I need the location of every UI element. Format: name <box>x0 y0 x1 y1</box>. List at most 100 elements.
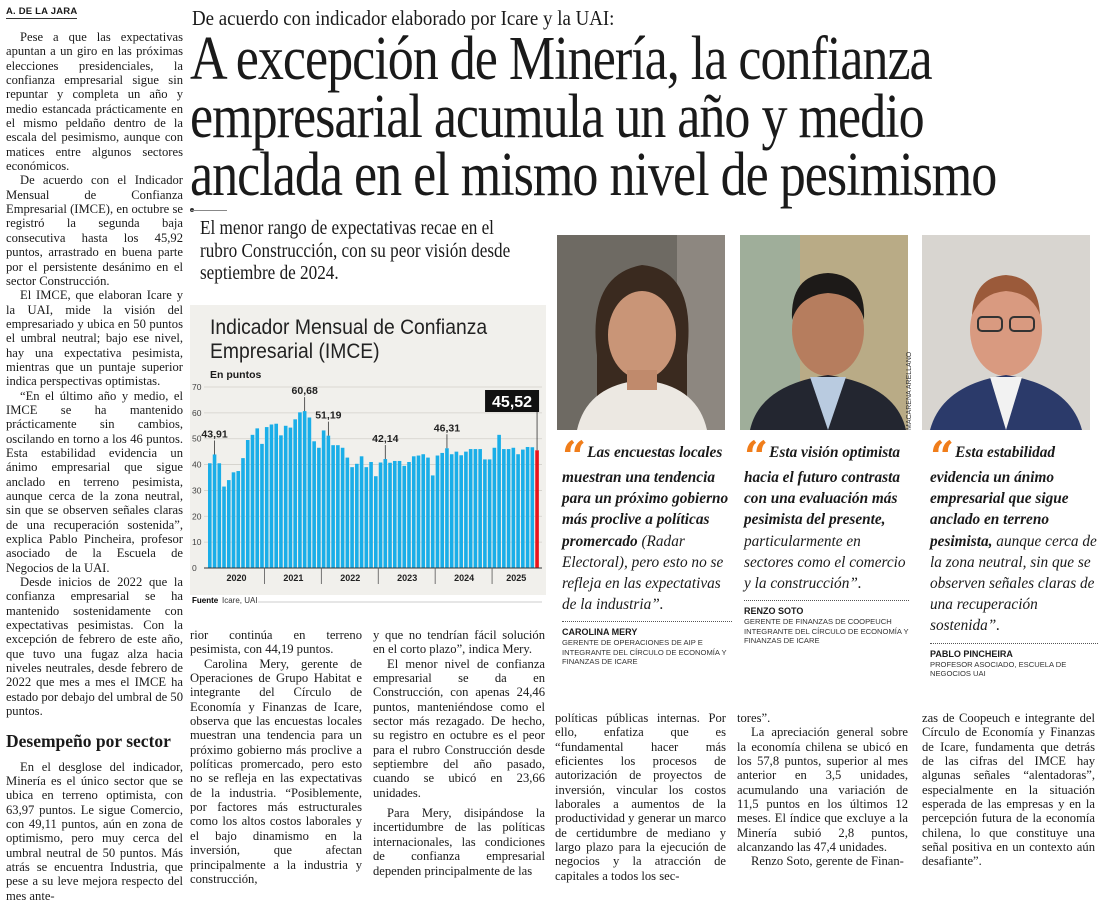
bar <box>506 449 511 568</box>
article-column-1: Pese a que las expectativas apuntan a un… <box>6 30 183 903</box>
bar <box>255 428 260 568</box>
bar <box>226 480 231 568</box>
annotation-label: 46,31 <box>434 422 460 434</box>
photo-credit: MACARENA ARELLANO <box>906 351 913 430</box>
kicker: De acuerdo con indicador elaborado por I… <box>192 6 615 30</box>
paragraph: Carolina Mery, gerente de Operaciones de… <box>190 656 362 886</box>
quote-role: PROFESOR ASOCIADO, ESCUELA DE NEGOCIOS U… <box>930 659 1067 679</box>
pull-quote-soto: “Esta visión optimista hacia el futuro c… <box>744 436 909 646</box>
x-tick-label: 2020 <box>226 573 246 583</box>
quote-bold: Esta estabilidad evidencia un ánimo empr… <box>930 444 1069 550</box>
bar <box>535 450 539 568</box>
x-tick-label: 2021 <box>283 573 303 583</box>
quote-role: GERENTE DE FINANZAS DE COOPEUCH INTEGRAN… <box>744 617 909 646</box>
x-tick-label: 2025 <box>506 573 526 583</box>
bar <box>388 462 392 568</box>
bar <box>340 447 345 568</box>
article-column-4: políticas públicas internas. Por ello, e… <box>555 711 726 883</box>
paragraph: rior continúa en terreno pesimista, con … <box>190 628 362 657</box>
quote-divider <box>744 600 909 602</box>
bar <box>321 430 326 568</box>
photo-pablo-pincheira <box>922 235 1090 430</box>
annotation-box <box>485 390 540 412</box>
bar <box>392 460 397 568</box>
bar <box>298 412 302 568</box>
bar <box>208 463 212 568</box>
bar <box>497 434 501 568</box>
bar <box>236 471 241 568</box>
bar <box>250 434 255 568</box>
paragraph: El menor nivel de confianza empresarial … <box>373 656 545 800</box>
paragraph: De acuerdo con el Indicador Mensual de C… <box>6 173 183 288</box>
bar <box>440 452 445 568</box>
annotation-label: 43,91 <box>201 428 227 440</box>
bar <box>478 449 482 568</box>
subheading: Desempeño por sector <box>6 730 171 751</box>
bar <box>445 448 449 568</box>
bar <box>530 447 535 568</box>
pull-quote-pincheira: “Esta estabilidad evidencia un ánimo emp… <box>930 436 1098 679</box>
bar <box>511 447 516 568</box>
portrait-man <box>740 235 908 430</box>
paragraph: Para Mery, disipándose la incertidumbre … <box>373 806 545 878</box>
bar <box>345 457 350 568</box>
bar <box>525 446 530 568</box>
y-tick-label: 0 <box>192 563 197 573</box>
portrait-man-glasses <box>922 235 1090 430</box>
article-column-2: rior continúa en terreno pesimista, con … <box>190 628 362 886</box>
bar <box>302 411 307 568</box>
pull-quote-mery: “Las encuestas locales muestran una tend… <box>562 436 732 667</box>
bar <box>397 460 402 568</box>
bar <box>288 427 293 568</box>
headline-line: anclada en el mismo nivel de pesimismo <box>190 141 997 209</box>
bar <box>411 456 416 568</box>
headline: A excepción de Minería, la confianza emp… <box>190 28 997 209</box>
bar <box>264 427 269 568</box>
quote-name: RENZO SOTO <box>744 606 804 617</box>
x-tick-label: 2023 <box>397 573 417 583</box>
article-column-6: zas de Coopeuch e integrante del Círculo… <box>922 711 1095 869</box>
portrait-woman <box>557 235 725 430</box>
source-label: Fuente <box>192 596 219 605</box>
paragraph: En el desglose del indicador, Minería es… <box>6 759 183 903</box>
y-tick-label: 30 <box>192 485 202 495</box>
paragraph: Desde inicios de 2022 que la confianza e… <box>6 575 183 719</box>
paragraph: El IMCE, que elaboran Icare y la UAI, mi… <box>6 288 183 389</box>
photo-renzo-soto <box>740 235 908 430</box>
bar <box>468 449 473 568</box>
bar <box>241 458 245 568</box>
y-tick-label: 10 <box>192 537 202 547</box>
bar <box>364 467 369 568</box>
bar <box>521 449 525 568</box>
bar <box>502 449 506 568</box>
source-text: Icare, UAI <box>222 596 258 605</box>
quote-role: GERENTE DE OPERACIONES DE AIP E INTEGRAN… <box>562 638 727 667</box>
annotation-label: 45,52 <box>492 394 532 411</box>
bar <box>231 472 236 568</box>
bar <box>483 459 487 568</box>
bar <box>217 463 222 568</box>
bar <box>430 475 435 568</box>
bar <box>279 435 283 568</box>
bar <box>269 424 274 568</box>
bar <box>222 486 226 568</box>
y-tick-label: 40 <box>192 460 202 470</box>
y-tick-label: 70 <box>192 382 202 392</box>
bar <box>459 455 463 568</box>
annotation-label: 60,68 <box>292 385 318 397</box>
deck-rule <box>191 210 227 211</box>
y-tick-label: 50 <box>192 434 202 444</box>
bar <box>260 443 264 568</box>
quote-bold: Esta visión optimista hacia el futuro co… <box>744 444 901 529</box>
bar <box>473 449 478 568</box>
quote-rest: aunque cerca de la zona neutral, sin que… <box>930 532 1097 635</box>
bar <box>449 454 454 568</box>
bar <box>245 440 250 568</box>
quote-bold: Las encuestas locales muestran una tende… <box>562 444 729 550</box>
quote-rest: particularmente en sectores como el come… <box>744 532 906 593</box>
bar <box>416 455 421 568</box>
bar <box>331 445 335 568</box>
quote-name: CAROLINA MERY <box>562 627 638 638</box>
bar <box>350 467 354 568</box>
bar <box>326 435 331 568</box>
